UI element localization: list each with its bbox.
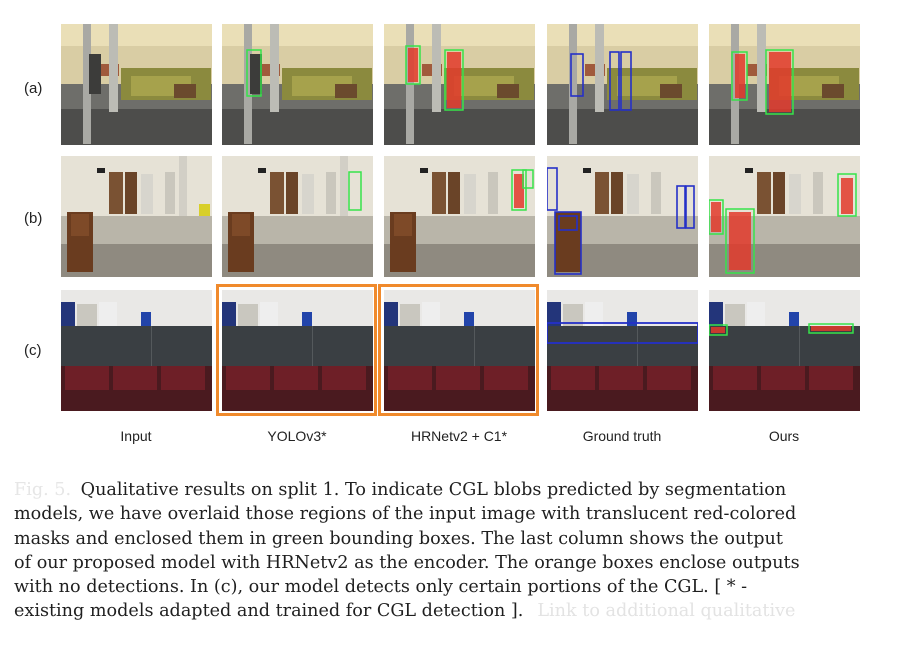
- row-a-yolov3-image: [222, 24, 373, 145]
- qualitative-results-figure: (a) (b) (c): [24, 24, 860, 444]
- row-c-ours-image: [709, 290, 860, 411]
- row-b-ground-truth-image: [547, 156, 698, 277]
- row-b-hrnetv2-image: [384, 156, 535, 277]
- column-label-input: Input: [120, 428, 152, 444]
- row-label-b: (b): [24, 210, 43, 227]
- caption-line-6: existing models adapted and trained for …: [14, 599, 888, 623]
- prediction-box: [246, 49, 262, 97]
- row-b-ours-image: [709, 156, 860, 277]
- row-a-ground-truth-image: [547, 24, 698, 145]
- row-a-ours-image: [709, 24, 860, 145]
- row-c-input-image: [61, 290, 212, 411]
- row-a-input-image: [61, 24, 212, 145]
- no-detection-box-hrnetv2: [378, 284, 539, 416]
- figure-caption: Fig. 5. Qualitative results on split 1. …: [14, 478, 888, 624]
- row-b-yolov3-image: [222, 156, 373, 277]
- caption-line-5: with no detections. In (c), our model de…: [14, 577, 748, 598]
- column-label-hrnetv2: HRNetv2 + C1*: [410, 428, 508, 444]
- caption-line-1: Fig. 5. Qualitative results on split 1. …: [14, 478, 888, 502]
- column-label-ours: Ours: [768, 428, 800, 444]
- column-label-yolov3: YOLOv3*: [267, 428, 327, 444]
- column-label-ground-truth: Ground truth: [582, 428, 662, 444]
- row-c-ground-truth-image: [547, 290, 698, 411]
- row-a-hrnetv2-image: [384, 24, 535, 145]
- caption-line-2: models, we have overlaid those regions o…: [14, 504, 797, 525]
- no-detection-box-yolov3: [216, 284, 377, 416]
- row-b-input-image: [61, 156, 212, 277]
- caption-text-1: Qualitative results on split 1. To indic…: [80, 480, 787, 500]
- row-label-a: (a): [24, 80, 43, 97]
- additional-results-link[interactable]: Link to additional qualitative: [537, 601, 796, 622]
- caption-line-3: masks and enclosed them in green boundin…: [14, 528, 783, 549]
- caption-text-6: existing models adapted and trained for …: [14, 601, 524, 622]
- caption-line-4: of our proposed model with HRNetv2 as th…: [14, 552, 800, 573]
- figure-number-label: Fig. 5.: [14, 480, 72, 500]
- row-c-yolov3-image: [222, 290, 373, 411]
- row-label-c: (c): [24, 342, 42, 359]
- row-c-hrnetv2-image: [384, 290, 535, 411]
